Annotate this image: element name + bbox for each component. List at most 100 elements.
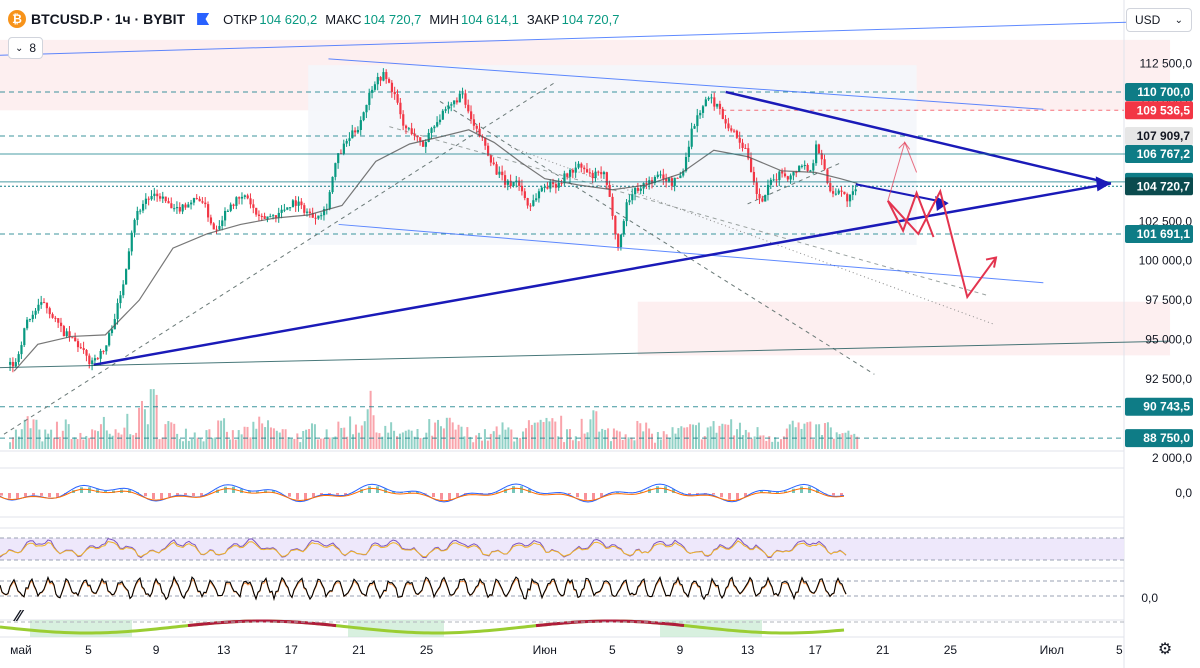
candle-body [110, 329, 114, 334]
candle-body [365, 104, 368, 113]
candle-body [634, 187, 637, 195]
volume-bar [510, 429, 513, 449]
volume-bar [404, 430, 407, 449]
symbol-title[interactable]: BTCUSD.P · 1ч · BYBIT [31, 11, 186, 27]
candle-body [829, 183, 832, 192]
candle-body [9, 361, 12, 365]
candle-body [447, 105, 450, 110]
candle-body [783, 173, 787, 177]
volume-bar [747, 432, 750, 449]
macd-histogram-bar [456, 493, 459, 498]
candle-body [246, 195, 249, 199]
volume-bar [706, 427, 709, 449]
macd-histogram-bar [408, 491, 411, 493]
candle-body [594, 171, 597, 179]
candle-body [260, 215, 263, 217]
volume-bar [785, 428, 788, 449]
chevron-down-icon: ⌄ [1174, 14, 1183, 26]
volume-bar [519, 437, 522, 449]
candle-body [11, 361, 15, 367]
volume-bar [296, 433, 299, 449]
volume-bar [102, 416, 105, 449]
volume-bar [44, 429, 47, 449]
candle-body [43, 302, 46, 304]
volume-bar [126, 413, 129, 449]
rsi-band [0, 538, 1124, 560]
volume-bar [225, 431, 228, 449]
volume-bar [108, 433, 111, 449]
gear-icon[interactable]: ⚙ [1157, 641, 1173, 658]
dashed-diagonal-0 [3, 82, 556, 435]
volume-bar [223, 418, 226, 449]
macd-histogram-bar [192, 493, 195, 497]
volume-bar [58, 436, 61, 449]
volume-bar [208, 429, 211, 449]
volume-bar [249, 437, 252, 449]
volume-bar [439, 426, 442, 449]
candle-body [509, 180, 512, 187]
oscillator-line [0, 575, 847, 602]
volume-bar [604, 429, 607, 449]
indicators-toggle[interactable]: ⌄ 8 [8, 37, 44, 59]
time-tick-label: Июл [1040, 643, 1064, 657]
volume-bar [152, 389, 155, 449]
candle-body [368, 92, 371, 105]
trend-highlight [738, 620, 744, 637]
volume-bar [812, 439, 815, 449]
candle-body [348, 138, 351, 141]
volume-bar [730, 419, 733, 449]
volume-bar [331, 437, 334, 449]
volume-bar [589, 419, 592, 449]
candle-body [458, 93, 461, 103]
trend-highlight [36, 620, 42, 637]
candle-body [571, 169, 575, 173]
candle-body [665, 178, 668, 182]
trend-highlight [660, 620, 666, 637]
price-badge-label: 88 750,0 [1143, 431, 1190, 445]
volume-bar [299, 442, 302, 449]
candle-body [215, 229, 218, 231]
candle-body [303, 205, 306, 213]
volume-bar [481, 440, 484, 449]
volume-bar [284, 429, 287, 449]
candle-body [662, 174, 665, 179]
flag-icon[interactable] [197, 13, 210, 25]
macd-histogram-bar [368, 486, 371, 493]
candle-body [306, 211, 309, 213]
volume-bar [483, 429, 486, 449]
triangle-apex-arrow [1095, 176, 1111, 192]
volume-bar [721, 423, 724, 449]
candle-body [351, 130, 354, 139]
trend-highlight [396, 620, 402, 637]
currency-select[interactable]: USD ⌄ [1126, 8, 1192, 32]
candle-body [88, 355, 91, 365]
macd-histogram-bar [296, 493, 299, 500]
candle-body [393, 91, 396, 95]
candle-body [577, 163, 580, 168]
macd-histogram-bar [432, 493, 435, 498]
time-tick-label: 9 [677, 643, 684, 657]
price-badge-label: 101 691,1 [1137, 227, 1191, 241]
candle-body [716, 103, 719, 107]
macd-histogram-bar [200, 493, 203, 496]
candle-body [710, 97, 713, 99]
candle-body [546, 186, 549, 189]
candle-body [619, 234, 623, 248]
close-label: ЗАКР [526, 11, 560, 27]
trend-highlight [384, 620, 390, 637]
volume-bar [823, 423, 826, 449]
volume-bar [240, 434, 243, 449]
candle-body [464, 93, 467, 105]
candle-body [721, 108, 724, 120]
candle-body [515, 180, 518, 183]
trend-highlight [420, 620, 426, 637]
candle-body [74, 337, 77, 342]
candle-body [755, 182, 758, 194]
pennant-upper [328, 58, 1044, 110]
volume-bar [428, 419, 431, 449]
candle-body [127, 251, 131, 270]
macd-histogram-bar [104, 490, 107, 493]
volume-bar [158, 439, 161, 449]
volume-bar [395, 436, 398, 449]
